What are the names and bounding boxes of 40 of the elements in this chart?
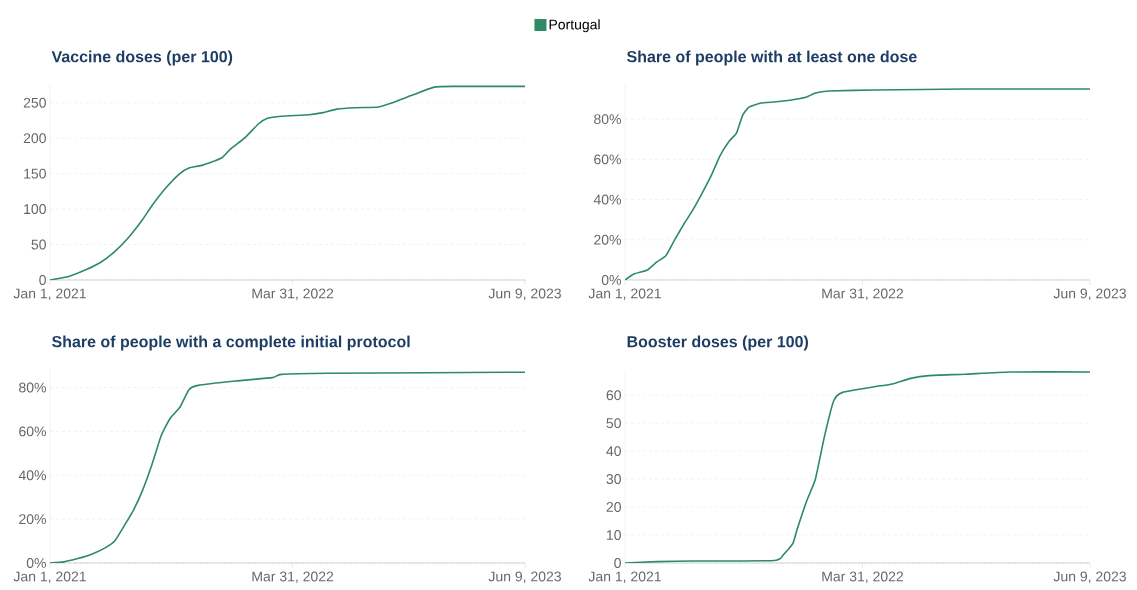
y-tick-label: 0 (614, 558, 621, 568)
x-tick-label: Mar 31, 2022 (822, 571, 903, 584)
y-tick-label: 40% (18, 470, 46, 481)
x-tick-label: Jan 1, 2021 (588, 288, 661, 301)
y-tick-label: 60% (19, 426, 46, 437)
y-tick-label: 20% (19, 514, 46, 525)
x-tick-label: Jun 9, 2023 (1053, 571, 1126, 584)
y-tick-label: 250 (23, 97, 46, 108)
y-tick-label: 150 (24, 168, 46, 179)
x-tick-label: Jun 9, 2023 (488, 571, 561, 584)
y-tick-label: 60% (594, 154, 621, 165)
y-tick-label: 50 (31, 239, 46, 250)
y-tick-label: 10 (606, 530, 621, 540)
chart-title: Vaccine doses (per 100) (51, 50, 233, 66)
x-tick-label: Jan 1, 2021 (588, 571, 661, 584)
chart-title: Share of people with a complete initial protocol (52, 335, 410, 351)
y-tick-label: 40% (593, 194, 621, 205)
x-tick-label: Jan 1, 2021 (13, 288, 86, 301)
y-tick-label: 60 (606, 390, 621, 401)
x-tick-label: Mar 31, 2022 (822, 288, 903, 301)
x-tick-label: Jan 1, 2021 (13, 571, 86, 584)
x-tick-label: Jun 9, 2023 (1053, 288, 1126, 301)
y-tick-label: 0 (39, 275, 46, 285)
y-tick-label: 80% (594, 114, 621, 125)
legend-label: Portugal (549, 19, 600, 33)
y-tick-label: 20 (606, 502, 621, 513)
y-tick-label: 0% (26, 558, 46, 568)
y-tick-label: 80% (19, 382, 46, 393)
x-tick-label: Mar 31, 2022 (252, 288, 334, 301)
chart-title: Booster doses (per 100) (627, 335, 808, 351)
y-tick-label: 200 (23, 133, 46, 144)
x-tick-label: Jun 9, 2023 (488, 288, 561, 301)
y-tick-label: 50 (606, 418, 621, 429)
y-tick-label: 30 (606, 474, 621, 485)
y-tick-label: 0% (601, 275, 621, 285)
y-tick-label: 40 (606, 446, 621, 457)
y-tick-label: 100 (24, 204, 46, 215)
chart-title: Share of people with at least one dose (627, 50, 917, 66)
y-tick-label: 20% (594, 234, 621, 245)
x-tick-label: Mar 31, 2022 (252, 571, 334, 584)
